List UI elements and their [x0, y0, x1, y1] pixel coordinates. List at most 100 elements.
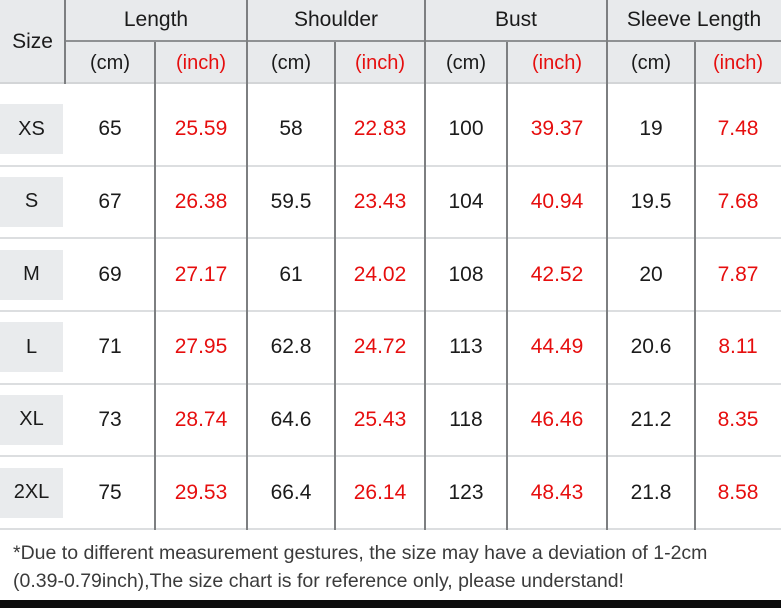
- value-cell: 104: [448, 189, 484, 213]
- value-cell: 7.48: [717, 117, 759, 141]
- size-label: XL: [19, 408, 44, 431]
- value-cell: 46.46: [530, 407, 584, 431]
- value-cell: 20.6: [630, 335, 672, 359]
- group-header-sleeve-length: Sleeve Length: [607, 0, 781, 42]
- size-label: M: [23, 263, 40, 286]
- unit-header-sleeve-cm: (cm): [631, 51, 671, 74]
- bottom-bar: [0, 600, 781, 608]
- value-cell: 48.43: [530, 480, 584, 504]
- value-cell: 26.14: [353, 480, 407, 504]
- value-cell: 26.38: [174, 189, 228, 213]
- table-row: 2XL 75 29.53 66.4 26.14 123 48.43 21.8 8…: [0, 457, 781, 530]
- value-cell: 58: [279, 117, 303, 141]
- value-cell: 25.59: [174, 117, 228, 141]
- value-cell: 7.68: [717, 189, 759, 213]
- column-divider: [64, 0, 66, 84]
- unit-header-sleeve-inch: (inch): [712, 51, 763, 74]
- table-row: L 71 27.95 62.8 24.72 113 44.49 20.6 8.1…: [0, 312, 781, 385]
- value-cell: 66.4: [270, 480, 312, 504]
- unit-header-length-inch: (inch): [175, 51, 226, 74]
- value-cell: 22.83: [353, 117, 407, 141]
- size-box: S: [0, 176, 63, 227]
- column-divider: [606, 0, 608, 530]
- value-cell: 40.94: [530, 189, 584, 213]
- unit-header-length-cm: (cm): [90, 51, 130, 74]
- value-cell: 28.74: [174, 407, 228, 431]
- value-cell: 75: [98, 480, 122, 504]
- value-cell: 20: [639, 262, 663, 286]
- size-box: XS: [0, 104, 63, 155]
- size-label: 2XL: [13, 481, 50, 504]
- value-cell: 25.43: [353, 407, 407, 431]
- value-cell: 118: [449, 407, 483, 431]
- size-label: XS: [18, 117, 45, 140]
- value-cell: 24.02: [353, 262, 407, 286]
- table-row: XL 73 28.74 64.6 25.43 118 46.46 21.2 8.…: [0, 385, 781, 458]
- value-cell: 21.2: [630, 407, 672, 431]
- size-cell: 2XL: [0, 457, 65, 528]
- value-cell: 62.8: [270, 335, 312, 359]
- table-body: XS 65 25.59 58 22.83 100 39.37 19 7.48 S…: [0, 94, 781, 530]
- value-cell: 69: [98, 262, 122, 286]
- value-cell: 7.87: [717, 262, 759, 286]
- size-cell: S: [0, 167, 65, 238]
- value-cell: 59.5: [270, 189, 312, 213]
- table-row: M 69 27.17 61 24.02 108 42.52 20 7.87: [0, 239, 781, 312]
- value-cell: 108: [448, 262, 484, 286]
- column-divider: [154, 42, 156, 530]
- column-divider: [334, 42, 336, 530]
- value-cell: 100: [448, 117, 484, 141]
- value-cell: 42.52: [530, 262, 584, 286]
- value-cell: 21.8: [630, 480, 672, 504]
- column-divider: [246, 0, 248, 530]
- value-cell: 44.49: [530, 335, 584, 359]
- footnote-line-2: (0.39-0.79inch),The size chart is for re…: [13, 569, 624, 592]
- value-cell: 113: [449, 335, 483, 359]
- value-cell: 73: [98, 407, 122, 431]
- size-box: 2XL: [0, 467, 63, 518]
- value-cell: 8.11: [718, 335, 758, 359]
- value-cell: 29.53: [174, 480, 228, 504]
- size-label: L: [25, 335, 38, 358]
- size-box: M: [0, 249, 63, 300]
- group-header-bust: Bust: [425, 0, 607, 42]
- footnote: *Due to different measurement gestures, …: [13, 540, 773, 595]
- table-row: XS 65 25.59 58 22.83 100 39.37 19 7.48: [0, 94, 781, 167]
- column-divider: [506, 42, 508, 530]
- unit-header-shoulder-cm: (cm): [271, 51, 311, 74]
- value-cell: 67: [98, 189, 122, 213]
- group-header-shoulder: Shoulder: [247, 0, 425, 42]
- value-cell: 64.6: [270, 407, 312, 431]
- size-box: XL: [0, 394, 63, 445]
- value-cell: 65: [98, 117, 122, 141]
- value-cell: 27.17: [174, 262, 228, 286]
- size-cell: L: [0, 312, 65, 383]
- size-cell: M: [0, 239, 65, 310]
- size-label: S: [24, 190, 39, 213]
- column-divider: [694, 42, 696, 530]
- size-box: L: [0, 322, 63, 373]
- column-divider: [424, 0, 426, 530]
- size-cell: XL: [0, 385, 65, 456]
- value-cell: 27.95: [174, 335, 228, 359]
- value-cell: 23.43: [353, 189, 407, 213]
- value-cell: 39.37: [530, 117, 584, 141]
- value-cell: 123: [448, 480, 484, 504]
- value-cell: 24.72: [353, 335, 407, 359]
- value-cell: 71: [98, 335, 122, 359]
- size-cell: XS: [0, 94, 65, 165]
- group-header-length: Length: [65, 0, 247, 42]
- value-cell: 19.5: [630, 189, 672, 213]
- unit-header-bust-cm: (cm): [446, 51, 486, 74]
- footnote-line-1: *Due to different measurement gestures, …: [13, 542, 708, 564]
- unit-header-shoulder-inch: (inch): [354, 51, 405, 74]
- value-cell: 8.35: [717, 407, 759, 431]
- size-column-header: Size: [12, 30, 53, 53]
- table-row: S 67 26.38 59.5 23.43 104 40.94 19.5 7.6…: [0, 167, 781, 240]
- value-cell: 8.58: [717, 480, 759, 504]
- table-header: Size Length Shoulder Bust Sleeve Length …: [0, 0, 781, 84]
- value-cell: 61: [279, 262, 303, 286]
- unit-header-bust-inch: (inch): [531, 51, 582, 74]
- value-cell: 19: [639, 117, 663, 141]
